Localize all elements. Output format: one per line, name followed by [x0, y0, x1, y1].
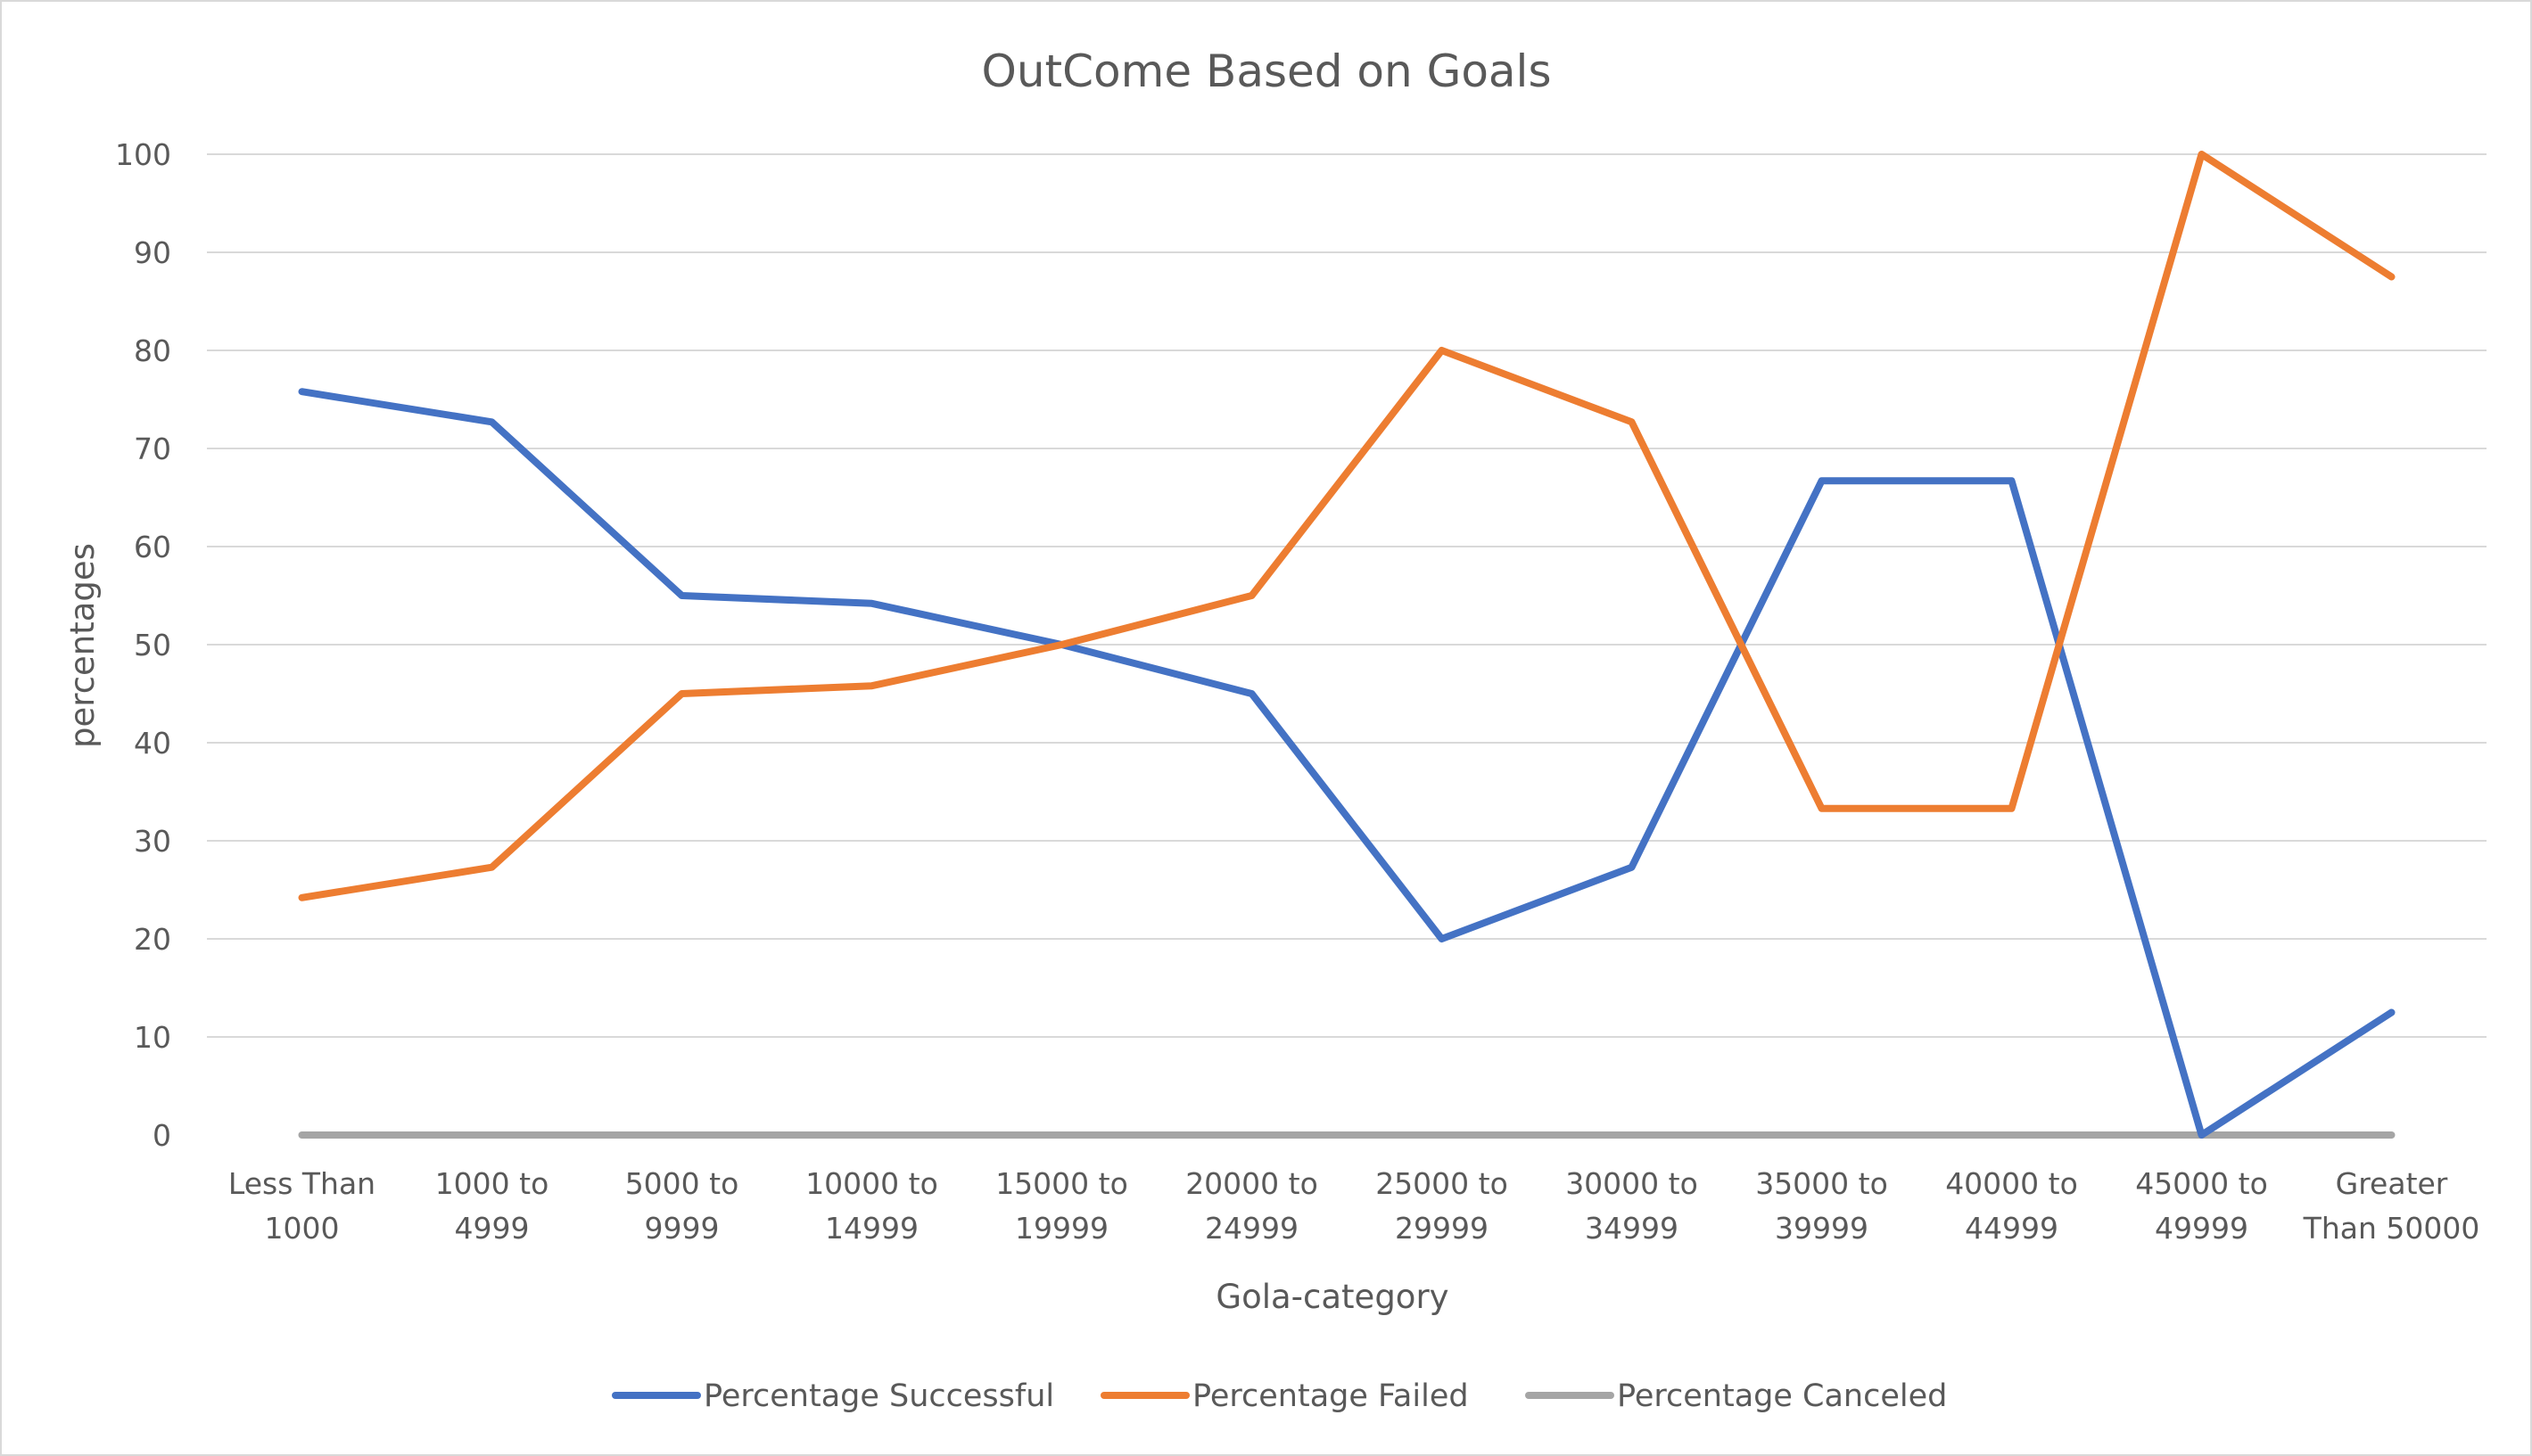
- x-tick-label: 44999: [1965, 1211, 2058, 1246]
- legend-label: Percentage Successful: [704, 1378, 1054, 1414]
- x-tick-label: Than 50000: [2303, 1211, 2480, 1246]
- y-tick-label: 30: [134, 824, 171, 859]
- series-lines: [298, 151, 2396, 1139]
- x-tick-label: 1000 to: [435, 1166, 549, 1201]
- x-tick-label: 45000 to: [2135, 1166, 2268, 1201]
- y-tick-label: 20: [134, 922, 171, 957]
- x-tick-label: Greater: [2336, 1166, 2448, 1201]
- y-tick-label: 40: [134, 726, 171, 761]
- x-tick-label: 19999: [1015, 1211, 1109, 1246]
- y-axis-ticks: 0 10 20 30 40 50 60 70 80 90 100: [115, 137, 171, 1153]
- y-tick-label: 70: [134, 432, 171, 466]
- x-tick-label: 49999: [2155, 1211, 2248, 1246]
- x-tick-label: 25000 to: [1375, 1166, 1508, 1201]
- y-tick-label: 50: [134, 628, 171, 662]
- x-tick-label: 9999: [645, 1211, 720, 1246]
- series-line-percentage-failed: [298, 151, 2396, 901]
- y-tick-label: 80: [134, 333, 171, 368]
- legend: Percentage Successful Percentage Failed Pe…: [612, 1378, 1947, 1414]
- y-tick-label: 0: [153, 1118, 171, 1153]
- x-tick-label: 39999: [1775, 1211, 1868, 1246]
- y-tick-label: 10: [134, 1020, 171, 1055]
- legend-label: Percentage Failed: [1192, 1378, 1469, 1414]
- legend-label: Percentage Canceled: [1617, 1378, 1947, 1414]
- x-tick-label: 10000 to: [805, 1166, 938, 1201]
- x-tick-label: 14999: [825, 1211, 919, 1246]
- x-tick-label: Less Than: [228, 1166, 375, 1201]
- x-tick-label: 29999: [1395, 1211, 1489, 1246]
- x-tick-label: 15000 to: [995, 1166, 1128, 1201]
- y-tick-label: 60: [134, 530, 171, 564]
- gridlines: [207, 153, 2487, 1038]
- x-tick-label: 30000 to: [1565, 1166, 1698, 1201]
- x-tick-label: 1000: [265, 1211, 340, 1246]
- y-tick-label: 90: [134, 235, 171, 270]
- y-tick-label: 100: [115, 137, 171, 172]
- x-tick-label: 20000 to: [1185, 1166, 1318, 1201]
- y-axis-title: percentages: [63, 543, 102, 748]
- x-tick-label: 35000 to: [1755, 1166, 1888, 1201]
- chart-title: OutCome Based on Goals: [982, 45, 1552, 97]
- x-tick-label: 4999: [455, 1211, 530, 1246]
- x-axis-ticks: Less Than 1000 1000 to 4999 5000 to 9999 10000…: [228, 1166, 2479, 1246]
- x-axis-title: Gola-category: [1216, 1278, 1448, 1316]
- series-line-percentage-successful: [298, 388, 2396, 1139]
- x-tick-label: 5000 to: [625, 1166, 739, 1201]
- x-tick-label: 40000 to: [1945, 1166, 2078, 1201]
- x-tick-label: 24999: [1205, 1211, 1299, 1246]
- x-tick-label: 34999: [1585, 1211, 1678, 1246]
